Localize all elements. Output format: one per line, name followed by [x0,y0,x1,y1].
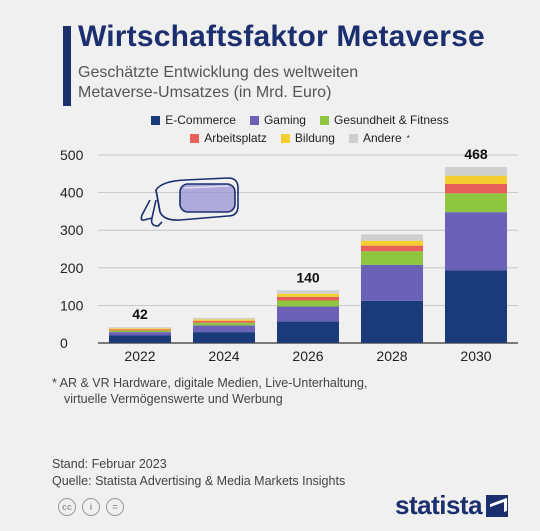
statista-mark-icon [486,494,509,517]
total-label: 468 [464,146,488,162]
bar-segment [277,300,339,307]
chart-subtitle: Geschätzte Entwicklung des weltweiten Me… [78,63,498,103]
bar-segment [109,330,171,333]
bar-segment [193,325,255,333]
bar-segment [109,332,171,336]
bar-segment [361,245,423,252]
bar-segment [445,212,507,271]
y-tick-label: 400 [60,185,84,201]
y-tick-label: 300 [60,222,84,238]
bar-segment [445,175,507,184]
license-icons[interactable]: cc i = [58,498,124,516]
chart-legend: E-Commerce Gaming Gesundheit & Fitness Arbe… [80,111,520,147]
footnote-line-2: virtuelle Vermögenswerte und Werbung [64,392,283,406]
bar-segment [193,319,255,321]
bar-segment [277,321,339,343]
y-tick-label: 0 [60,335,68,351]
legend-swatch [280,133,290,143]
legend-row: Arbeitsplatz Bildung Andere * [80,129,520,147]
legend-swatch [249,115,259,125]
bar-segment [445,193,507,213]
bar-stacks [109,167,507,343]
footnote: * AR & VR Hardware, digitale Medien, Liv… [52,375,472,407]
bar-segment [361,300,423,343]
bar-segment [193,332,255,343]
vr-headset-icon [140,177,239,227]
total-label: 42 [132,306,148,322]
legend-item[interactable]: Gesundheit & Fitness [319,113,449,127]
chart-title: Wirtschaftsfaktor Metaverse [78,20,485,53]
statista-logo[interactable]: statista [395,490,509,521]
legend-swatch [190,133,200,143]
bar-segment [109,335,171,343]
legend-label: Arbeitsplatz [204,131,267,145]
x-tick-label: 2028 [376,348,407,364]
brand-name: statista [395,490,483,520]
footnote-line-1: * AR & VR Hardware, digitale Medien, Liv… [52,376,368,390]
attribution-icon[interactable]: i [82,498,100,516]
x-tick-label: 2024 [208,348,239,364]
subtitle-line-1: Geschätzte Entwicklung des weltweiten [78,64,359,81]
axis-labels: 2022 42 2024 2026 140 2028 2030 468 [124,146,491,364]
title-accent-bar [63,26,71,106]
legend-label: Andere [362,131,402,145]
y-tick-label: 500 [60,147,84,163]
y-tick-label: 200 [60,260,84,276]
x-tick-label: 2022 [124,348,155,364]
stand-date: Stand: Februar 2023 [52,457,167,471]
bar-segment [445,270,507,343]
legend-footnote-mark: * [406,133,410,143]
legend-row: E-Commerce Gaming Gesundheit & Fitness [80,111,520,129]
bar-segment [277,306,339,322]
bar-segment [361,251,423,265]
no-derivatives-icon[interactable]: = [106,498,124,516]
bar-segment [109,328,171,330]
bar-segment [193,320,255,323]
bar-segment [361,264,423,301]
legend-item[interactable]: Bildung [280,131,335,145]
bar-segment [445,183,507,194]
bar-segment [277,290,339,294]
x-tick-label: 2030 [460,348,491,364]
legend-item[interactable]: E-Commerce [151,113,236,127]
legend-label: Gaming [263,113,306,127]
bar-segment [109,327,171,329]
legend-swatch [151,115,161,125]
legend-label: Gesundheit & Fitness [333,113,449,127]
bar-segment [361,234,423,241]
y-tick-label: 100 [60,297,84,313]
bar-segment [277,293,339,297]
x-tick-label: 2026 [292,348,323,364]
bar-segment [193,322,255,326]
legend-label: E-Commerce [165,113,236,127]
bar-segment [193,317,255,320]
legend-item[interactable]: Andere * [348,131,410,145]
y-grid: 0 100 200 300 400 500 [60,147,518,351]
source-info: Stand: Februar 2023 Quelle: Statista Adv… [52,456,345,490]
legend-swatch [319,115,329,125]
bar-segment [361,240,423,246]
legend-swatch [348,133,358,143]
subtitle-line-2: Metaverse-Umsatzes (in Mrd. Euro) [78,84,332,101]
legend-label: Bildung [294,131,335,145]
legend-item[interactable]: Gaming [249,113,306,127]
bar-segment [277,296,339,301]
bar-segment [109,329,171,331]
source-text: Quelle: Statista Advertising & Media Mar… [52,474,346,488]
legend-item[interactable]: Arbeitsplatz [190,131,267,145]
creative-commons-icon[interactable]: cc [58,498,76,516]
total-label: 140 [296,269,320,285]
bar-segment [445,167,507,176]
